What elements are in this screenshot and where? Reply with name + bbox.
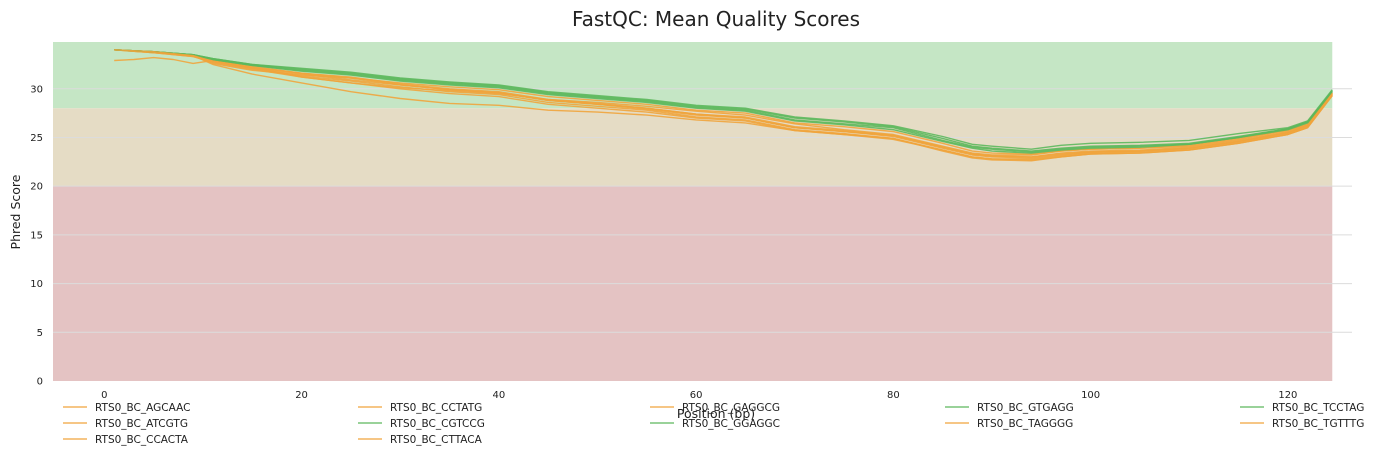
legend-label: RTS0_BC_CCACTA bbox=[95, 434, 189, 446]
quality-bands bbox=[53, 42, 1333, 381]
series-line bbox=[114, 49, 1333, 155]
y-tick-label: 25 bbox=[30, 133, 43, 144]
legend-item: RTS0_BC_GTGAGG bbox=[945, 402, 1074, 414]
legend-label: RTS0_BC_ATCGTG bbox=[95, 418, 188, 430]
legend-item: RTS0_BC_CTTACA bbox=[358, 434, 483, 446]
y-tick-label: 0 bbox=[37, 377, 43, 388]
legend-item: RTS0_BC_ATCGTG bbox=[63, 418, 188, 430]
legend-label: RTS0_BC_CCTATG bbox=[390, 402, 482, 414]
series-line bbox=[114, 49, 1333, 150]
x-tick-label: 0 bbox=[101, 390, 107, 401]
series-lines bbox=[114, 49, 1333, 162]
series-line bbox=[114, 49, 1333, 160]
quality-band-0 bbox=[53, 42, 1333, 109]
series-line bbox=[114, 49, 1333, 153]
y-tick-label: 10 bbox=[30, 279, 43, 290]
legend-label: RTS0_BC_GGAGGC bbox=[682, 418, 780, 430]
legend-item: RTS0_BC_TAGGGG bbox=[945, 418, 1073, 430]
legend-item: RTS0_BC_AGCAAC bbox=[63, 402, 190, 414]
legend-label: RTS0_BC_GAGGCG bbox=[682, 402, 780, 414]
legend-item: RTS0_BC_TCCTAG bbox=[1240, 402, 1364, 414]
y-axis-label: Phred Score bbox=[8, 174, 23, 249]
x-tick-label: 120 bbox=[1278, 390, 1297, 401]
legend-item: RTS0_BC_CGTCCG bbox=[358, 418, 485, 430]
x-axis-label: Position (bp) bbox=[677, 406, 755, 421]
y-tick-label: 20 bbox=[30, 182, 43, 193]
series-line bbox=[114, 49, 1333, 161]
legend-label: RTS0_BC_CTTACA bbox=[390, 434, 483, 446]
series-line bbox=[114, 49, 1333, 158]
legend-label: RTS0_BC_GTGAGG bbox=[977, 402, 1074, 414]
x-axis-ticks: 0 20 40 60 80 100 120 bbox=[101, 390, 1297, 401]
legend-item: RTS0_BC_GAGGCG bbox=[650, 402, 780, 414]
y-tick-label: 5 bbox=[37, 328, 43, 339]
legend: RTS0_BC_AGCAAC RTS0_BC_ATCGTG RTS0_BC_CCAC… bbox=[63, 402, 1364, 446]
chart-title: FastQC: Mean Quality Scores bbox=[572, 7, 860, 31]
y-tick-label: 30 bbox=[30, 84, 43, 95]
grid-lines bbox=[53, 88, 1352, 333]
x-tick-label: 80 bbox=[887, 390, 900, 401]
legend-item: RTS0_BC_CCTATG bbox=[358, 402, 482, 414]
legend-label: RTS0_BC_TAGGGG bbox=[977, 418, 1073, 430]
series-line bbox=[114, 49, 1333, 154]
series-line bbox=[114, 49, 1333, 152]
legend-label: RTS0_BC_TGTTTG bbox=[1272, 418, 1364, 430]
y-tick-label: 15 bbox=[30, 230, 43, 241]
legend-label: RTS0_BC_CGTCCG bbox=[390, 418, 485, 430]
x-tick-label: 20 bbox=[295, 390, 308, 401]
y-axis-ticks: 0 5 10 15 20 25 30 bbox=[30, 84, 43, 387]
x-tick-label: 40 bbox=[492, 390, 505, 401]
legend-item: RTS0_BC_TGTTTG bbox=[1240, 418, 1364, 430]
legend-label: RTS0_BC_AGCAAC bbox=[95, 402, 190, 414]
x-tick-label: 60 bbox=[690, 390, 703, 401]
legend-label: RTS0_BC_TCCTAG bbox=[1272, 402, 1364, 414]
legend-item: RTS0_BC_CCACTA bbox=[63, 434, 189, 446]
x-tick-label: 100 bbox=[1081, 390, 1100, 401]
legend-item: RTS0_BC_GGAGGC bbox=[650, 418, 780, 430]
